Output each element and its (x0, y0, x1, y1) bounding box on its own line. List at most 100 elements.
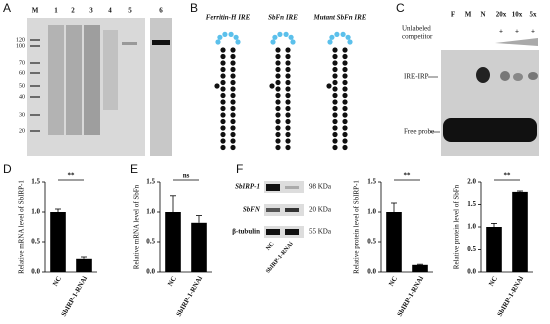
nucleotide (230, 66, 236, 73)
nucleotide (288, 34, 294, 40)
y-axis-label: Relative mRNA level of SbFn (133, 184, 141, 269)
bar (486, 227, 502, 272)
nucleotide (230, 112, 236, 118)
nucleotide (275, 60, 281, 66)
panel-letter: D (3, 162, 12, 176)
y-tick-label: 0.5 (146, 238, 155, 246)
plus: + (531, 28, 535, 36)
label: competitor (402, 33, 433, 41)
x-tick-label: SbIRP-1-RNAi (175, 275, 205, 318)
x-tick-label: SbIRP-1-RNAi (60, 275, 90, 318)
nucleotide (342, 73, 348, 79)
nucleotide (220, 92, 226, 99)
nucleotide (285, 99, 291, 105)
gel-bands (30, 25, 137, 135)
nucleotide (332, 73, 338, 79)
nucleotide (222, 31, 228, 37)
blot-band (285, 229, 299, 235)
bar (386, 212, 402, 272)
nucleotide (220, 79, 226, 86)
nucleotide (342, 131, 348, 138)
bar (50, 212, 66, 272)
bar (76, 258, 92, 272)
lane-label: 1 (54, 7, 58, 15)
nucleotide (230, 92, 236, 99)
y-tick-label: 0.0 (367, 268, 376, 276)
nucleotide (217, 34, 223, 40)
nucleotide (230, 99, 236, 105)
nucleotide (285, 125, 291, 131)
protein-label: β-tubulin (232, 228, 260, 236)
nucleotide (275, 66, 281, 73)
nucleotide (285, 131, 291, 138)
gel-lane (150, 18, 172, 156)
nucleotide (285, 60, 291, 66)
nucleotide (230, 105, 236, 112)
size-label: 55 KDa (309, 228, 332, 236)
blot-band (285, 186, 299, 189)
nucleotide (220, 131, 226, 138)
nucleotide (285, 79, 291, 86)
lane-label: M (465, 11, 472, 19)
nucleotide (220, 118, 226, 125)
significance: ** (504, 172, 512, 180)
significance: ** (68, 172, 76, 180)
y-tick-label: 1.0 (31, 208, 40, 216)
lane-label: 3 (89, 7, 93, 15)
gel-band (500, 71, 510, 81)
gel-band (513, 73, 523, 81)
nucleotide (285, 144, 291, 151)
nucleotide (332, 79, 338, 86)
lane-label: N (480, 11, 485, 19)
nucleotide (342, 66, 348, 73)
nucleotide (332, 92, 338, 99)
x-tick-label: NC (487, 275, 499, 288)
size-label: 98 KDa (309, 183, 332, 191)
marker-label: 100 (16, 43, 25, 49)
protein-label: SbIRP-1 (235, 183, 260, 191)
y-axis-label: Relative protein level of SbFn (453, 184, 461, 269)
x-tick-label: NC (166, 275, 178, 288)
y-tick-label: 1.5 (467, 200, 476, 208)
nucleotide (283, 31, 289, 37)
blot-band (266, 208, 280, 212)
nucleotide (228, 31, 234, 37)
rna-structures (214, 31, 353, 151)
nucleotide (285, 73, 291, 79)
structure-title: SbFn IRE (268, 14, 298, 22)
bar (191, 222, 207, 272)
lane-label: F (451, 11, 455, 19)
nucleotide (215, 39, 221, 45)
nucleotide (342, 47, 348, 53)
bar (412, 264, 428, 272)
nucleotide (230, 144, 236, 151)
blot-band (285, 208, 299, 212)
y-tick-label: 1.0 (467, 223, 476, 231)
gel-band (152, 40, 170, 45)
nucleotide (230, 138, 236, 144)
nucleotide (332, 66, 338, 73)
nucleotide (230, 131, 236, 138)
nucleotide (230, 60, 236, 66)
nucleotide (332, 144, 338, 151)
gel-band (476, 67, 490, 83)
nucleotide (342, 99, 348, 105)
bar (512, 191, 528, 272)
nucleotide (230, 47, 236, 53)
label: Unlabeled (402, 25, 431, 33)
y-tick-label: 1.5 (367, 178, 376, 186)
nucleotide (285, 118, 291, 125)
nucleotide (332, 112, 338, 118)
nucleotide (327, 39, 333, 45)
structure-title: Ferritin-H IRE (206, 14, 251, 22)
y-tick-label: 1.0 (367, 208, 376, 216)
lane-label: 2 (71, 7, 75, 15)
marker-label: 20 (19, 128, 25, 134)
nucleotide (275, 118, 281, 125)
nucleotide (285, 47, 291, 53)
label: Free probe (404, 128, 434, 136)
lane-label: M (32, 7, 39, 15)
nucleotide (326, 83, 332, 89)
nucleotide (285, 105, 291, 112)
nucleotide (275, 92, 281, 99)
